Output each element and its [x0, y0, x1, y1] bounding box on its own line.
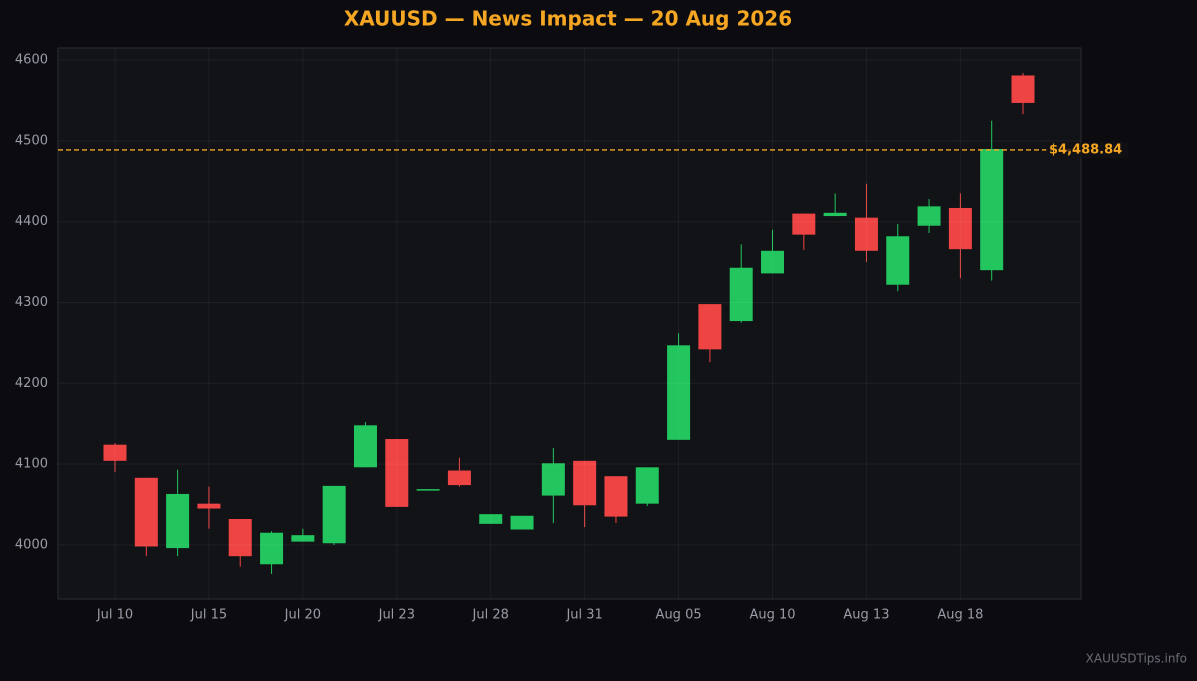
candle-body — [134, 477, 158, 547]
candle-body — [103, 444, 127, 461]
plot-area — [57, 47, 1082, 600]
candle-body — [166, 493, 190, 549]
x-tick-label: Aug 10 — [749, 608, 795, 623]
candle-body — [197, 503, 221, 509]
y-tick-label: 4200 — [15, 376, 48, 391]
reference-label-bg — [1046, 141, 1128, 158]
y-tick-label: 4400 — [15, 214, 48, 229]
candle-body — [573, 460, 597, 506]
candle-body — [761, 250, 785, 274]
x-tick-label: Jul 10 — [96, 608, 133, 623]
candle-body — [416, 489, 440, 491]
y-tick-label: 4100 — [15, 457, 48, 472]
watermark: XAUUSDTips.info — [1086, 652, 1187, 666]
candle-body — [291, 535, 315, 542]
candle-body — [792, 213, 816, 235]
candle-body — [228, 519, 252, 557]
candle-body — [948, 207, 972, 250]
x-tick-label: Jul 28 — [472, 608, 509, 623]
candle-body — [886, 236, 910, 285]
candle-body — [729, 267, 753, 322]
x-tick-label: Jul 20 — [284, 608, 321, 623]
candle-body — [353, 425, 377, 468]
x-tick-label: Jul 15 — [190, 608, 227, 623]
y-tick-label: 4600 — [15, 53, 48, 68]
y-tick-label: 4300 — [15, 295, 48, 310]
candle-body — [667, 345, 691, 440]
candle-body — [260, 532, 284, 565]
y-tick-label: 4500 — [15, 133, 48, 148]
y-tick-label: 4000 — [15, 537, 48, 552]
candle-body — [823, 212, 847, 217]
candle-body — [980, 148, 1004, 271]
candle-body — [698, 304, 722, 350]
chart-title: XAUUSD — News Impact — 20 Aug 2026 — [344, 7, 792, 31]
candle-body — [447, 470, 471, 486]
candle-body — [385, 439, 409, 507]
candle-body — [917, 206, 941, 226]
candle-body — [854, 217, 878, 251]
candle-body — [604, 476, 628, 517]
x-tick-label: Aug 18 — [937, 608, 983, 623]
x-tick-label: Aug 13 — [843, 608, 889, 623]
candle-body — [510, 515, 534, 530]
candle-body — [541, 463, 565, 496]
x-tick-label: Jul 23 — [378, 608, 415, 623]
x-tick-label: Jul 31 — [565, 608, 602, 623]
candle-body — [322, 485, 346, 544]
x-tick-label: Aug 05 — [656, 608, 702, 623]
reference-label: $4,488.84 — [1049, 142, 1122, 157]
candle-body — [635, 467, 659, 504]
candle-body — [479, 514, 503, 524]
candle-body — [1011, 75, 1035, 103]
